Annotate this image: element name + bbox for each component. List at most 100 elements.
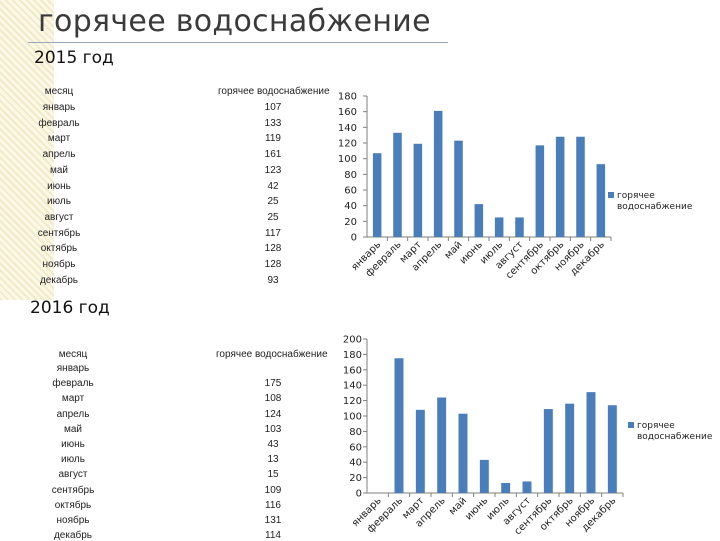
table-cell-value: 103 bbox=[264, 423, 282, 435]
y-tick-label: 180 bbox=[338, 92, 357, 103]
table-cell-value: 123 bbox=[264, 164, 282, 176]
bar-декабрь bbox=[596, 164, 606, 237]
y-tick-label: 40 bbox=[344, 201, 357, 212]
table-cell-month: июнь bbox=[47, 180, 71, 192]
year-heading-2016: 2016 год bbox=[30, 298, 110, 318]
legend-label: горячее bbox=[637, 421, 675, 431]
table-header-month: месяц bbox=[58, 349, 88, 360]
table-cell-month: май bbox=[63, 423, 83, 435]
bar-ноябрь bbox=[586, 392, 596, 493]
table-cell-month: сентябрь bbox=[51, 484, 95, 496]
table-cell-value: 133 bbox=[264, 117, 282, 129]
y-tick-label: 40 bbox=[349, 458, 362, 469]
table-cell-value: 15 bbox=[267, 469, 279, 481]
table-cell-value: 161 bbox=[264, 149, 282, 161]
table-cell-value: 119 bbox=[265, 133, 281, 145]
table-cell-value: 128 bbox=[264, 259, 282, 270]
year-heading-2015: 2015 год bbox=[34, 48, 114, 68]
page-title: горячее водоснабжение bbox=[38, 4, 431, 39]
table-cell-month: ноябрь bbox=[56, 515, 90, 526]
table-cell-month: февраль bbox=[52, 378, 94, 390]
bar-сентябрь bbox=[535, 145, 545, 237]
bar-июнь bbox=[479, 459, 489, 493]
legend-label: водоснабжение bbox=[617, 202, 693, 212]
y-tick-label: 80 bbox=[344, 170, 357, 181]
table-header-month: месяц bbox=[44, 86, 74, 97]
table-cell-value: 175 bbox=[264, 378, 282, 390]
bar-август bbox=[522, 481, 532, 493]
bar-март bbox=[413, 143, 423, 237]
table-cell-value: 124 bbox=[264, 408, 282, 420]
bar-октябрь bbox=[555, 136, 565, 237]
y-tick-label: 140 bbox=[338, 123, 357, 134]
table-cell-month: август bbox=[44, 211, 74, 223]
bar-ноябрь bbox=[576, 136, 585, 237]
bar-январь bbox=[372, 153, 382, 237]
table-cell-month: февраль bbox=[38, 117, 80, 129]
y-tick-label: 100 bbox=[343, 412, 362, 423]
legend-swatch bbox=[628, 422, 634, 428]
table-cell-month: август bbox=[58, 469, 88, 481]
table-cell-value: 93 bbox=[267, 274, 279, 286]
bar-февраль bbox=[393, 132, 402, 237]
table-cell-value: 116 bbox=[265, 499, 281, 511]
y-tick-label: 120 bbox=[338, 139, 357, 150]
legend-label: горячее bbox=[617, 191, 655, 201]
bar-декабрь bbox=[607, 405, 617, 493]
table-cell-month: сентябрь bbox=[37, 227, 81, 239]
y-tick-label: 60 bbox=[349, 442, 362, 453]
y-tick-label: 160 bbox=[343, 365, 362, 376]
y-tick-label: 80 bbox=[349, 427, 362, 438]
y-tick-label: 140 bbox=[343, 381, 362, 392]
bar-сентябрь bbox=[543, 409, 553, 493]
table-cell-month: июль bbox=[47, 196, 71, 208]
y-tick-label: 60 bbox=[344, 186, 357, 197]
table-cell-value: 114 bbox=[265, 530, 281, 541]
table-cell-value: 117 bbox=[265, 227, 281, 239]
title-underline bbox=[28, 42, 448, 43]
x-tick-label: июнь bbox=[463, 495, 490, 522]
table-cell-month: ноябрь bbox=[42, 259, 76, 270]
legend-swatch bbox=[608, 192, 614, 198]
table-cell-month: март bbox=[61, 393, 85, 405]
table-cell-value: 108 bbox=[264, 393, 282, 405]
table-cell-value: 25 bbox=[267, 196, 279, 208]
table-cell-value: 43 bbox=[267, 439, 279, 450]
bar-май bbox=[454, 140, 463, 237]
table-header-value: горячее водоснабжение bbox=[216, 349, 328, 360]
table-cell-month: июль bbox=[61, 454, 85, 466]
bar-апрель bbox=[437, 397, 447, 493]
table-cell-month: май bbox=[49, 164, 69, 176]
y-tick-label: 200 bbox=[343, 335, 362, 346]
legend-label: водоснабжение bbox=[637, 432, 713, 442]
table-cell-month: апрель bbox=[56, 408, 90, 420]
table-cell-value: 13 bbox=[267, 454, 279, 466]
table-cell-value: 107 bbox=[264, 102, 282, 113]
y-tick-label: 120 bbox=[343, 396, 362, 407]
table-cell-value: 25 bbox=[267, 211, 279, 223]
bar-июль bbox=[494, 217, 504, 237]
y-tick-label: 20 bbox=[344, 217, 357, 228]
bar-август bbox=[515, 217, 524, 237]
y-tick-label: 100 bbox=[338, 154, 357, 165]
table-cell-month: июнь bbox=[61, 439, 85, 450]
table-header-value: горячее водоснабжение bbox=[218, 86, 330, 97]
y-tick-label: 20 bbox=[349, 473, 362, 484]
table-cell-month: декабрь bbox=[53, 530, 93, 541]
y-tick-label: 0 bbox=[351, 233, 357, 244]
table-cell-value: 131 bbox=[264, 515, 282, 526]
bar-октябрь bbox=[565, 403, 575, 493]
y-tick-label: 180 bbox=[343, 350, 362, 361]
table-cell-month: октябрь bbox=[40, 243, 78, 255]
bar-март bbox=[415, 409, 425, 493]
table-cell-value: 109 bbox=[264, 484, 282, 496]
bar-май bbox=[458, 413, 468, 493]
bar-февраль bbox=[394, 358, 404, 493]
bar-июль bbox=[501, 482, 511, 493]
table-cell-month: декабрь bbox=[39, 274, 79, 286]
bar-июнь bbox=[474, 204, 484, 237]
table-cell-value: 128 bbox=[264, 243, 282, 255]
bar-апрель bbox=[433, 110, 443, 237]
y-tick-label: 0 bbox=[356, 489, 362, 500]
